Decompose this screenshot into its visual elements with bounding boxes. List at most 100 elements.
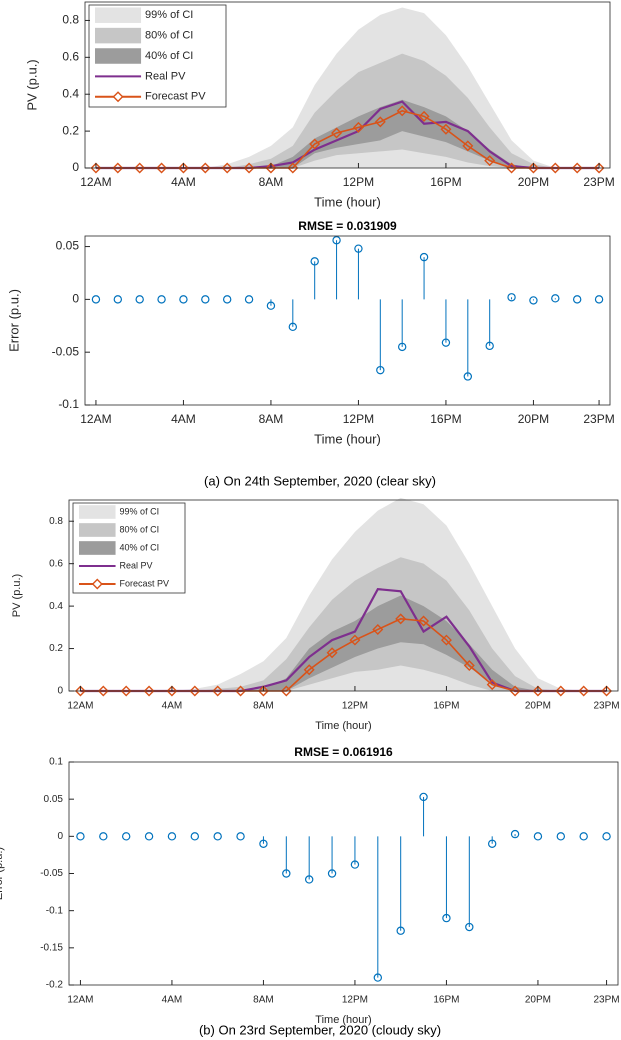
y-tick-label: 0.6 bbox=[49, 558, 63, 569]
stem-marker bbox=[465, 922, 474, 932]
stem-marker bbox=[121, 832, 131, 841]
diamond-marker bbox=[601, 685, 613, 697]
x-tick-label: 16PM bbox=[430, 412, 461, 426]
y-axis-label: Error (p.u.) bbox=[6, 289, 21, 352]
diamond-marker bbox=[395, 613, 407, 625]
ci-band bbox=[95, 99, 600, 168]
diamond-marker bbox=[374, 116, 386, 128]
y-axis-label: PV (p.u.) bbox=[11, 574, 23, 617]
stem-marker bbox=[266, 301, 276, 310]
stem-marker bbox=[91, 295, 101, 304]
diamond-marker bbox=[243, 162, 255, 174]
diamond-marker bbox=[352, 121, 364, 133]
stem-marker bbox=[572, 295, 582, 304]
caption: (a) On 24th September, 2020 (clear sky) bbox=[204, 473, 436, 488]
y-tick-label: -0.05 bbox=[52, 344, 80, 358]
diamond-marker bbox=[571, 162, 583, 174]
x-tick-label: 4AM bbox=[162, 995, 183, 1006]
chart: 99% of CI 80% of CI 40% of CI Real PV Foreca… bbox=[24, 1, 615, 209]
x-tick-label: 12PM bbox=[342, 701, 368, 712]
stem-marker bbox=[76, 832, 85, 841]
diamond-marker bbox=[463, 660, 475, 672]
diamond-marker bbox=[372, 623, 384, 635]
axes-frame bbox=[84, 235, 611, 406]
legend-label: 80% of CI bbox=[120, 524, 160, 534]
x-tick-label: 12AM bbox=[67, 701, 93, 712]
stem-marker bbox=[396, 926, 405, 935]
legend-label: 40% of CI bbox=[145, 50, 193, 62]
x-tick-label: 12AM bbox=[80, 175, 111, 189]
axes-frame bbox=[84, 1, 611, 169]
y-tick-label: 0.2 bbox=[62, 123, 79, 137]
stem-marker bbox=[304, 875, 314, 884]
x-axis-label: Time (hour) bbox=[314, 194, 381, 209]
stem-marker bbox=[99, 832, 108, 841]
stem-marker bbox=[419, 792, 428, 802]
stem-marker bbox=[397, 342, 407, 352]
stem-marker bbox=[157, 295, 166, 304]
stem-marker bbox=[354, 244, 363, 253]
diamond-marker bbox=[309, 138, 321, 150]
x-axis-label: Time (hour) bbox=[314, 431, 381, 446]
stem-marker bbox=[213, 832, 222, 841]
diamond-marker bbox=[134, 162, 146, 174]
stem-marker bbox=[135, 295, 144, 304]
chart: RMSE = 0.031909 -0.1 -0.05 0 0.05 12AM 4AM 8AM 1… bbox=[6, 219, 614, 446]
stem-marker bbox=[222, 295, 232, 304]
stem-marker bbox=[201, 295, 210, 304]
legend-label: Forecast PV bbox=[120, 578, 170, 588]
x-tick-label: 8AM bbox=[259, 175, 284, 189]
diamond-marker bbox=[509, 685, 521, 697]
x-tick-label: 20PM bbox=[525, 995, 551, 1006]
y-tick-label: 0.2 bbox=[49, 643, 63, 654]
diamond-marker bbox=[90, 162, 102, 174]
diamond-marker bbox=[578, 685, 590, 697]
x-tick-label: 12PM bbox=[342, 995, 368, 1006]
chart-title: RMSE = 0.031909 bbox=[298, 219, 397, 233]
diamond-marker bbox=[326, 647, 338, 659]
legend-marker bbox=[112, 91, 124, 103]
stem-marker bbox=[556, 832, 566, 841]
x-tick-label: 20PM bbox=[518, 175, 549, 189]
x-tick-label: 20PM bbox=[525, 701, 551, 712]
diamond-marker bbox=[331, 127, 343, 139]
stem-marker bbox=[533, 832, 543, 841]
stem-marker bbox=[113, 295, 123, 304]
y-tick-label: -0.1 bbox=[46, 905, 64, 916]
x-tick-label: 8AM bbox=[253, 995, 274, 1006]
y-tick-label: -0.1 bbox=[58, 397, 79, 411]
stem-marker bbox=[332, 236, 341, 245]
x-tick-label: 16PM bbox=[433, 701, 459, 712]
diamond-marker bbox=[486, 679, 498, 691]
diamond-marker bbox=[257, 685, 269, 697]
stem-marker bbox=[144, 832, 154, 841]
legend-label: 99% of CI bbox=[120, 506, 160, 516]
legend-swatch bbox=[79, 523, 116, 537]
diamond-marker bbox=[120, 685, 132, 697]
diamond-marker bbox=[265, 162, 277, 174]
chart: 99% of CI 80% of CI 40% of CI Real PV Foreca… bbox=[11, 497, 620, 732]
stem-marker bbox=[350, 860, 360, 869]
legend-swatch bbox=[95, 27, 142, 44]
diamond-marker bbox=[287, 162, 299, 174]
stem-marker bbox=[463, 372, 473, 381]
y-tick-label: 0.6 bbox=[62, 50, 79, 64]
diamond-marker bbox=[549, 162, 561, 174]
y-tick-label: 0.05 bbox=[44, 794, 64, 805]
diamond-marker bbox=[440, 123, 452, 135]
diamond-marker bbox=[506, 162, 518, 174]
stem-marker bbox=[236, 832, 245, 841]
y-tick-label: 0.4 bbox=[49, 601, 63, 612]
diamond-marker bbox=[112, 162, 124, 174]
diamond-marker bbox=[156, 162, 168, 174]
diamond-marker bbox=[280, 685, 292, 697]
y-tick-label: 0.8 bbox=[49, 516, 63, 527]
stem-marker bbox=[510, 829, 520, 839]
x-tick-label: 8AM bbox=[259, 412, 284, 426]
x-tick-label: 4AM bbox=[162, 701, 183, 712]
y-tick-label: 0.4 bbox=[62, 86, 79, 100]
ci-band bbox=[80, 595, 607, 691]
x-axis-label: Time (hour) bbox=[315, 720, 371, 732]
diamond-marker bbox=[97, 685, 109, 697]
